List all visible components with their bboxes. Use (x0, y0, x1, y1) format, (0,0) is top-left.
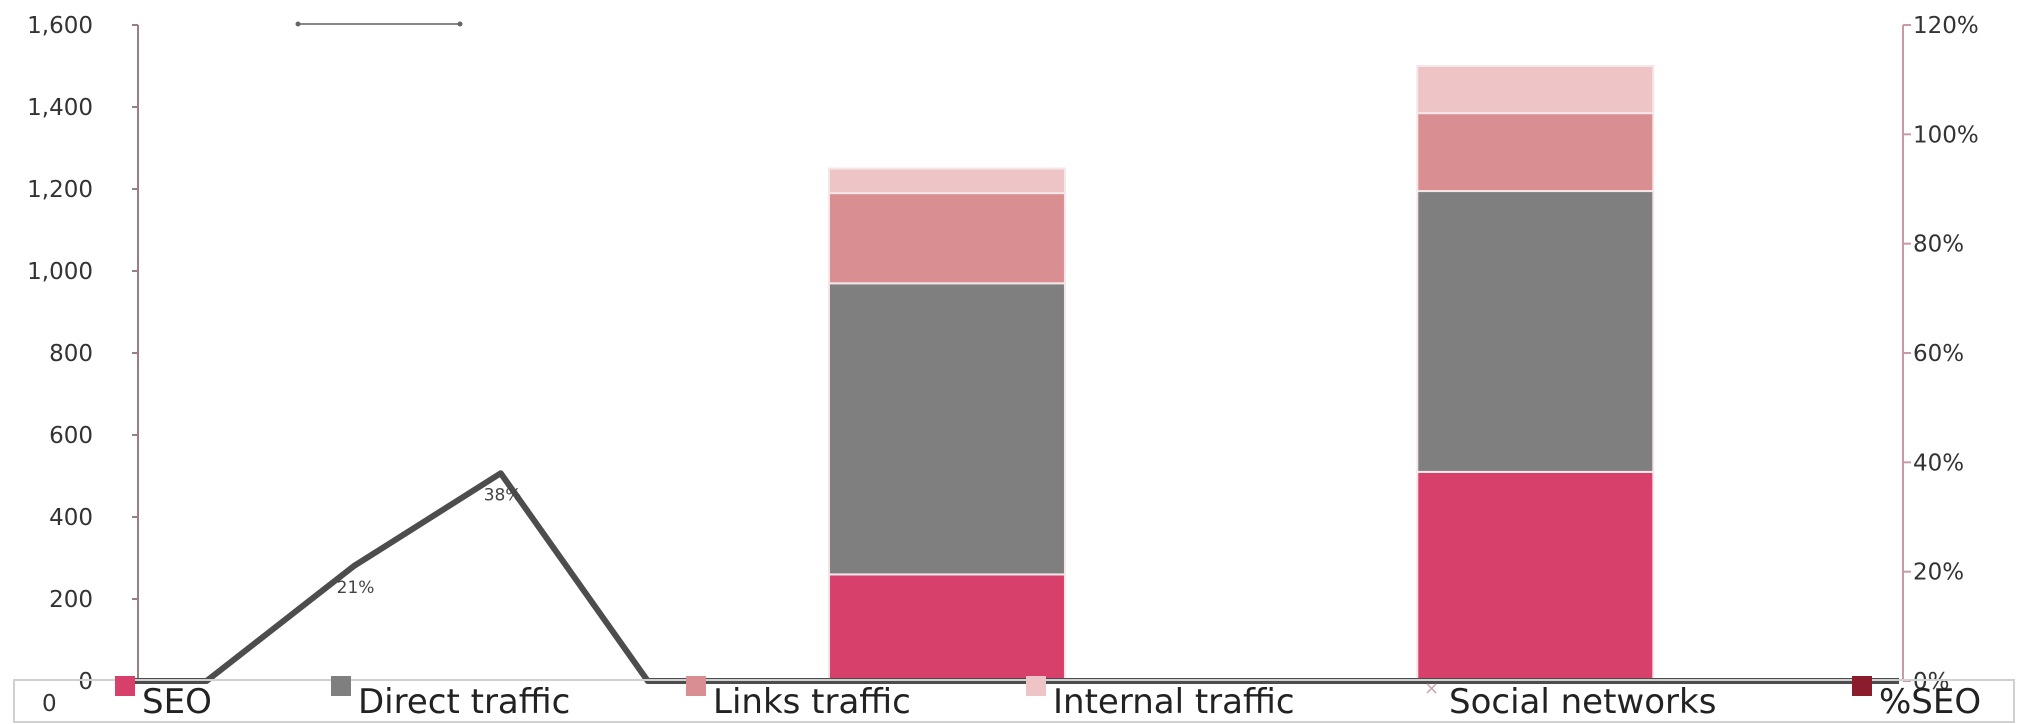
bar-segment-seo (1416, 470, 1655, 682)
right-tick-label: 0% (1913, 669, 1950, 695)
error-bar (295, 21, 463, 27)
legend-label: Social networks (1449, 682, 1716, 722)
line-point-label: 38% (484, 485, 522, 505)
legend-item: Internal traffic (1026, 676, 1295, 722)
legend-marker (115, 676, 135, 696)
left-tick-label: 1,600 (27, 13, 93, 39)
right-tick-label: 60% (1913, 341, 1964, 367)
legend-marker (686, 676, 706, 696)
legend-box (13, 679, 2015, 723)
legend-item: Direct traffic (331, 676, 570, 722)
legend-label: Links traffic (713, 682, 911, 722)
legend-marker (1852, 676, 1872, 696)
bar-segment-links-traffic (827, 192, 1066, 285)
right-tick-label: 40% (1913, 450, 1964, 476)
legend-label: Direct traffic (358, 682, 570, 722)
left-tick-label: 200 (49, 587, 93, 613)
left-tick-label: 600 (49, 423, 93, 449)
legend-label: %SEO (1879, 682, 1981, 722)
left-tick-label: 0 (42, 691, 57, 717)
right-tick-label: 80% (1913, 232, 1964, 258)
legend-marker (331, 676, 351, 696)
legend-marker (1026, 676, 1046, 696)
bar-segment-links-traffic (1416, 112, 1655, 193)
bar-segment-direct-traffic (1416, 190, 1655, 473)
left-tick-label: 800 (49, 341, 93, 367)
left-y-axis: 0 200 400 600 800 1,000 1,200 1,400 1,600 (27, 13, 139, 695)
right-tick-label: 100% (1913, 122, 1979, 148)
bar-segment-seo (827, 573, 1066, 683)
legend: 0 SEO Direct traffic Links traffic Internal … (13, 676, 2015, 723)
line-point-label: 21% (337, 578, 375, 598)
left-tick-label: 1,400 (27, 95, 93, 121)
bar-segment-internal-traffic (1416, 65, 1655, 115)
legend-label: Internal traffic (1053, 682, 1295, 722)
legend-item: %SEO (1852, 676, 1981, 722)
left-tick-label: 1,000 (27, 259, 93, 285)
legend-item: SEO (115, 676, 212, 722)
legend-item: × Social networks (1424, 678, 1716, 722)
right-tick-label: 120% (1913, 13, 1979, 39)
left-tick-label: 400 (49, 505, 93, 531)
left-tick-label: 1,200 (27, 177, 93, 203)
bar-segment-internal-traffic (827, 167, 1066, 195)
legend-label: SEO (142, 682, 212, 722)
stacked-bars (827, 65, 1655, 683)
legend-item: Links traffic (686, 676, 911, 722)
right-y-axis: 0% 20% 40% 60% 80% 100% 120% (1902, 13, 1979, 695)
right-tick-label: 20% (1913, 560, 1964, 586)
bar-segment-direct-traffic (827, 282, 1066, 576)
left-tick-label: 0 (78, 669, 93, 695)
legend-marker: × (1424, 678, 1439, 699)
